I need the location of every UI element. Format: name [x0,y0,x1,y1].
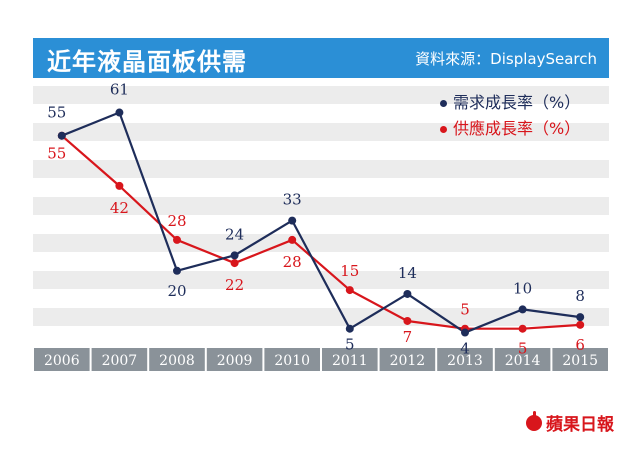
source-note: 資料來源：DisplaySearch [415,50,597,68]
data-label-supply: 55 [47,145,66,163]
x-tick-label: 2010 [274,353,310,369]
legend-dot-icon [440,99,447,107]
grid-band [33,197,609,215]
x-tick-cell [264,348,320,371]
x-tick-label: 2012 [390,353,426,369]
data-label-supply: 28 [167,212,186,230]
data-label-supply: 7 [403,328,413,346]
x-tick-label: 2014 [505,353,541,369]
x-tick-label: 2009 [217,353,253,369]
grid-band [33,308,609,326]
data-label-supply: 28 [283,253,302,271]
point-demand [576,313,585,322]
point-supply [173,235,181,244]
data-label-demand: 10 [513,279,532,297]
x-tick-cell [552,348,608,371]
data-label-supply: 15 [340,262,359,280]
series-line-supply [61,134,581,330]
data-label-demand: 5 [345,336,355,354]
point-supply [230,259,239,268]
legend-item-supply: 供應成長率（%） [440,116,580,142]
x-tick-label: 2007 [102,353,138,369]
point-demand [518,305,527,314]
point-supply [115,181,124,190]
x-tick-cell [322,348,378,371]
x-tick-cell [34,348,90,371]
x-tick-label: 2015 [562,353,598,369]
x-tick-label: 2006 [44,353,80,369]
data-label-demand: 4 [460,340,470,358]
series-lines [61,111,581,334]
brand-logo: 蘋果日報 [526,410,614,435]
legend-label-demand: 需求成長率（%） [453,93,581,112]
legend: 需求成長率（%） 供應成長率（%） [440,90,580,142]
point-demand [461,328,469,337]
x-tick-label: 2011 [332,353,368,369]
grid-band [33,160,609,178]
data-label-demand: 61 [110,81,129,99]
data-label-demand: 33 [283,191,302,209]
title-bar: 近年液晶面板供需 資料來源：DisplaySearch [33,38,609,78]
data-label-demand: 14 [398,264,417,282]
point-supply [518,324,527,333]
point-demand [57,131,66,140]
legend-dot-icon [440,125,447,133]
legend-label-supply: 供應成長率（%） [453,119,581,138]
x-tick-cell [149,348,205,371]
x-tick-label: 2013 [447,353,483,369]
grid-band [33,123,609,141]
point-demand [173,266,181,275]
grid-band [33,234,609,252]
data-label-demand: 24 [225,225,244,243]
point-supply [403,316,412,325]
brand-name: 蘋果日報 [546,415,614,435]
chart-title: 近年液晶面板供需 [47,47,247,76]
grid-band [33,271,609,289]
data-label-demand: 55 [47,104,66,122]
series-line-demand [61,111,581,334]
legend-item-demand: 需求成長率（%） [440,90,580,116]
point-demand [345,324,354,333]
series-points [57,108,585,337]
x-axis: 2006 2007 2008 2009 2010 2011 2012 2013 2014 2015 [34,348,608,371]
x-tick-label: 2008 [159,353,195,369]
data-label-supply: 22 [225,276,244,294]
data-label-demand: 20 [167,282,186,300]
x-tick-cell [494,348,551,371]
data-label-supply: 6 [575,336,585,354]
x-tick-cell [206,348,263,371]
background-bands [33,86,609,326]
point-demand [115,108,124,117]
x-tick-cell [91,348,148,371]
data-label-supply: 5 [518,340,528,358]
point-demand [288,216,297,225]
point-demand [230,251,239,260]
x-tick-cell [437,348,493,371]
x-tick-cell [379,348,436,371]
point-demand [403,289,412,298]
data-label-supply: 42 [110,199,129,217]
data-label-demand: 8 [575,287,585,305]
point-supply [345,286,354,295]
grid-band [33,86,609,104]
apple-icon [526,410,542,431]
point-supply [576,320,585,329]
point-supply [288,235,297,244]
data-label-supply: 5 [460,301,470,319]
